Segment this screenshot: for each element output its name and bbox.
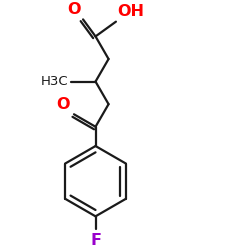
- Text: O: O: [67, 2, 81, 17]
- Text: F: F: [90, 233, 101, 248]
- Text: OH: OH: [118, 4, 145, 20]
- Text: O: O: [56, 98, 70, 112]
- Text: H3C: H3C: [41, 75, 68, 88]
